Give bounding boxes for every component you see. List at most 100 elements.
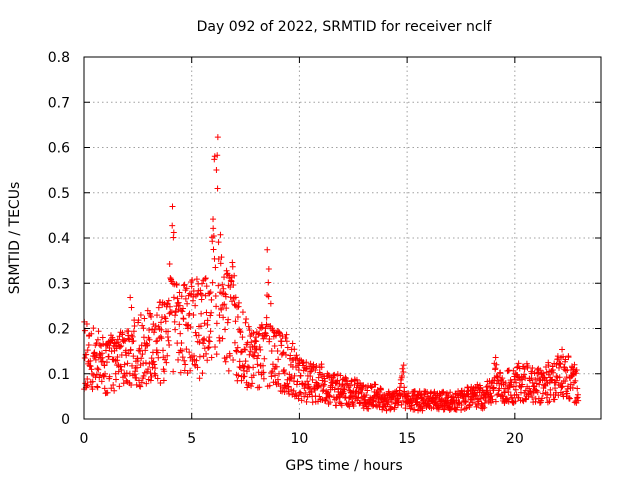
- data-point: [123, 370, 130, 377]
- y-tick-label: 0.5: [48, 186, 70, 202]
- data-point: [293, 352, 300, 359]
- data-point: [128, 381, 135, 388]
- data-point: [161, 368, 168, 375]
- data-point: [131, 322, 138, 329]
- data-point: [505, 388, 512, 395]
- data-point: [321, 375, 328, 382]
- data-point: [244, 339, 251, 346]
- data-point: [341, 385, 348, 392]
- data-point: [410, 388, 417, 395]
- data-point: [469, 399, 476, 406]
- data-point: [158, 319, 165, 326]
- data-point: [99, 334, 106, 341]
- data-point: [564, 390, 571, 397]
- data-point: [128, 304, 135, 311]
- data-point: [170, 368, 177, 375]
- data-point: [334, 371, 341, 378]
- data-point: [519, 381, 526, 388]
- x-tick-label: 5: [187, 431, 196, 447]
- data-point: [237, 329, 244, 336]
- data-point: [180, 305, 187, 312]
- data-point: [208, 309, 215, 316]
- data-point: [172, 309, 179, 316]
- x-tick-label: 0: [80, 431, 89, 447]
- data-point: [226, 352, 233, 359]
- data-point: [125, 350, 132, 357]
- data-point: [483, 387, 490, 394]
- data-point: [159, 347, 166, 354]
- data-point: [176, 302, 183, 309]
- data-point: [177, 369, 184, 376]
- data-point: [301, 385, 308, 392]
- data-point: [138, 355, 145, 362]
- data-point: [229, 263, 236, 270]
- x-tick-label: 10: [291, 431, 309, 447]
- data-point: [337, 372, 344, 379]
- data-point: [245, 381, 252, 388]
- data-point: [263, 332, 270, 339]
- data-point: [358, 389, 365, 396]
- data-point: [359, 385, 366, 392]
- data-point: [272, 372, 279, 379]
- data-point: [210, 225, 217, 232]
- data-point: [192, 292, 199, 299]
- data-point: [94, 336, 101, 343]
- data-point: [141, 315, 148, 322]
- data-point: [125, 335, 132, 342]
- data-point: [143, 368, 150, 375]
- data-point: [227, 283, 234, 290]
- data-point: [400, 369, 407, 376]
- data-point: [230, 281, 237, 288]
- chart-title: Day 092 of 2022, SRMTID for receiver ncl…: [197, 19, 493, 35]
- data-point: [137, 311, 144, 318]
- data-point: [411, 406, 418, 413]
- data-point: [302, 389, 309, 396]
- data-point: [149, 326, 156, 333]
- data-point: [124, 360, 131, 367]
- data-point: [250, 372, 257, 379]
- data-point: [239, 309, 246, 316]
- data-point: [83, 321, 90, 328]
- data-point: [242, 358, 249, 365]
- data-point: [357, 380, 364, 387]
- data-point: [474, 381, 481, 388]
- data-point: [223, 354, 230, 361]
- data-point: [575, 397, 582, 404]
- data-point: [246, 327, 253, 334]
- data-point: [207, 312, 214, 319]
- data-point: [405, 390, 412, 397]
- data-point: [327, 399, 334, 406]
- data-point: [100, 373, 107, 380]
- data-point: [129, 333, 136, 340]
- data-point: [93, 340, 100, 347]
- data-point: [240, 367, 247, 374]
- data-point: [572, 377, 579, 384]
- data-point: [203, 350, 210, 357]
- data-point: [243, 368, 250, 375]
- data-point: [247, 348, 254, 355]
- data-point: [206, 334, 213, 341]
- data-point: [515, 360, 522, 367]
- x-tick-label: 20: [506, 431, 524, 447]
- data-point: [218, 254, 225, 261]
- data-point: [502, 380, 509, 387]
- data-point: [153, 312, 160, 319]
- data-point: [297, 372, 304, 379]
- data-point: [137, 383, 144, 390]
- data-point: [492, 365, 499, 372]
- data-point: [372, 381, 379, 388]
- data-point: [312, 386, 318, 393]
- data-point: [87, 357, 94, 364]
- data-point: [106, 344, 113, 351]
- data-point: [202, 275, 209, 282]
- data-point: [260, 369, 267, 376]
- data-point: [267, 300, 274, 307]
- data-point: [398, 380, 405, 387]
- data-point: [116, 344, 123, 350]
- data-point: [222, 358, 229, 365]
- data-point: [204, 357, 211, 364]
- data-point: [297, 389, 304, 396]
- data-point: [249, 380, 256, 387]
- data-point: [401, 388, 408, 395]
- data-point: [193, 357, 200, 364]
